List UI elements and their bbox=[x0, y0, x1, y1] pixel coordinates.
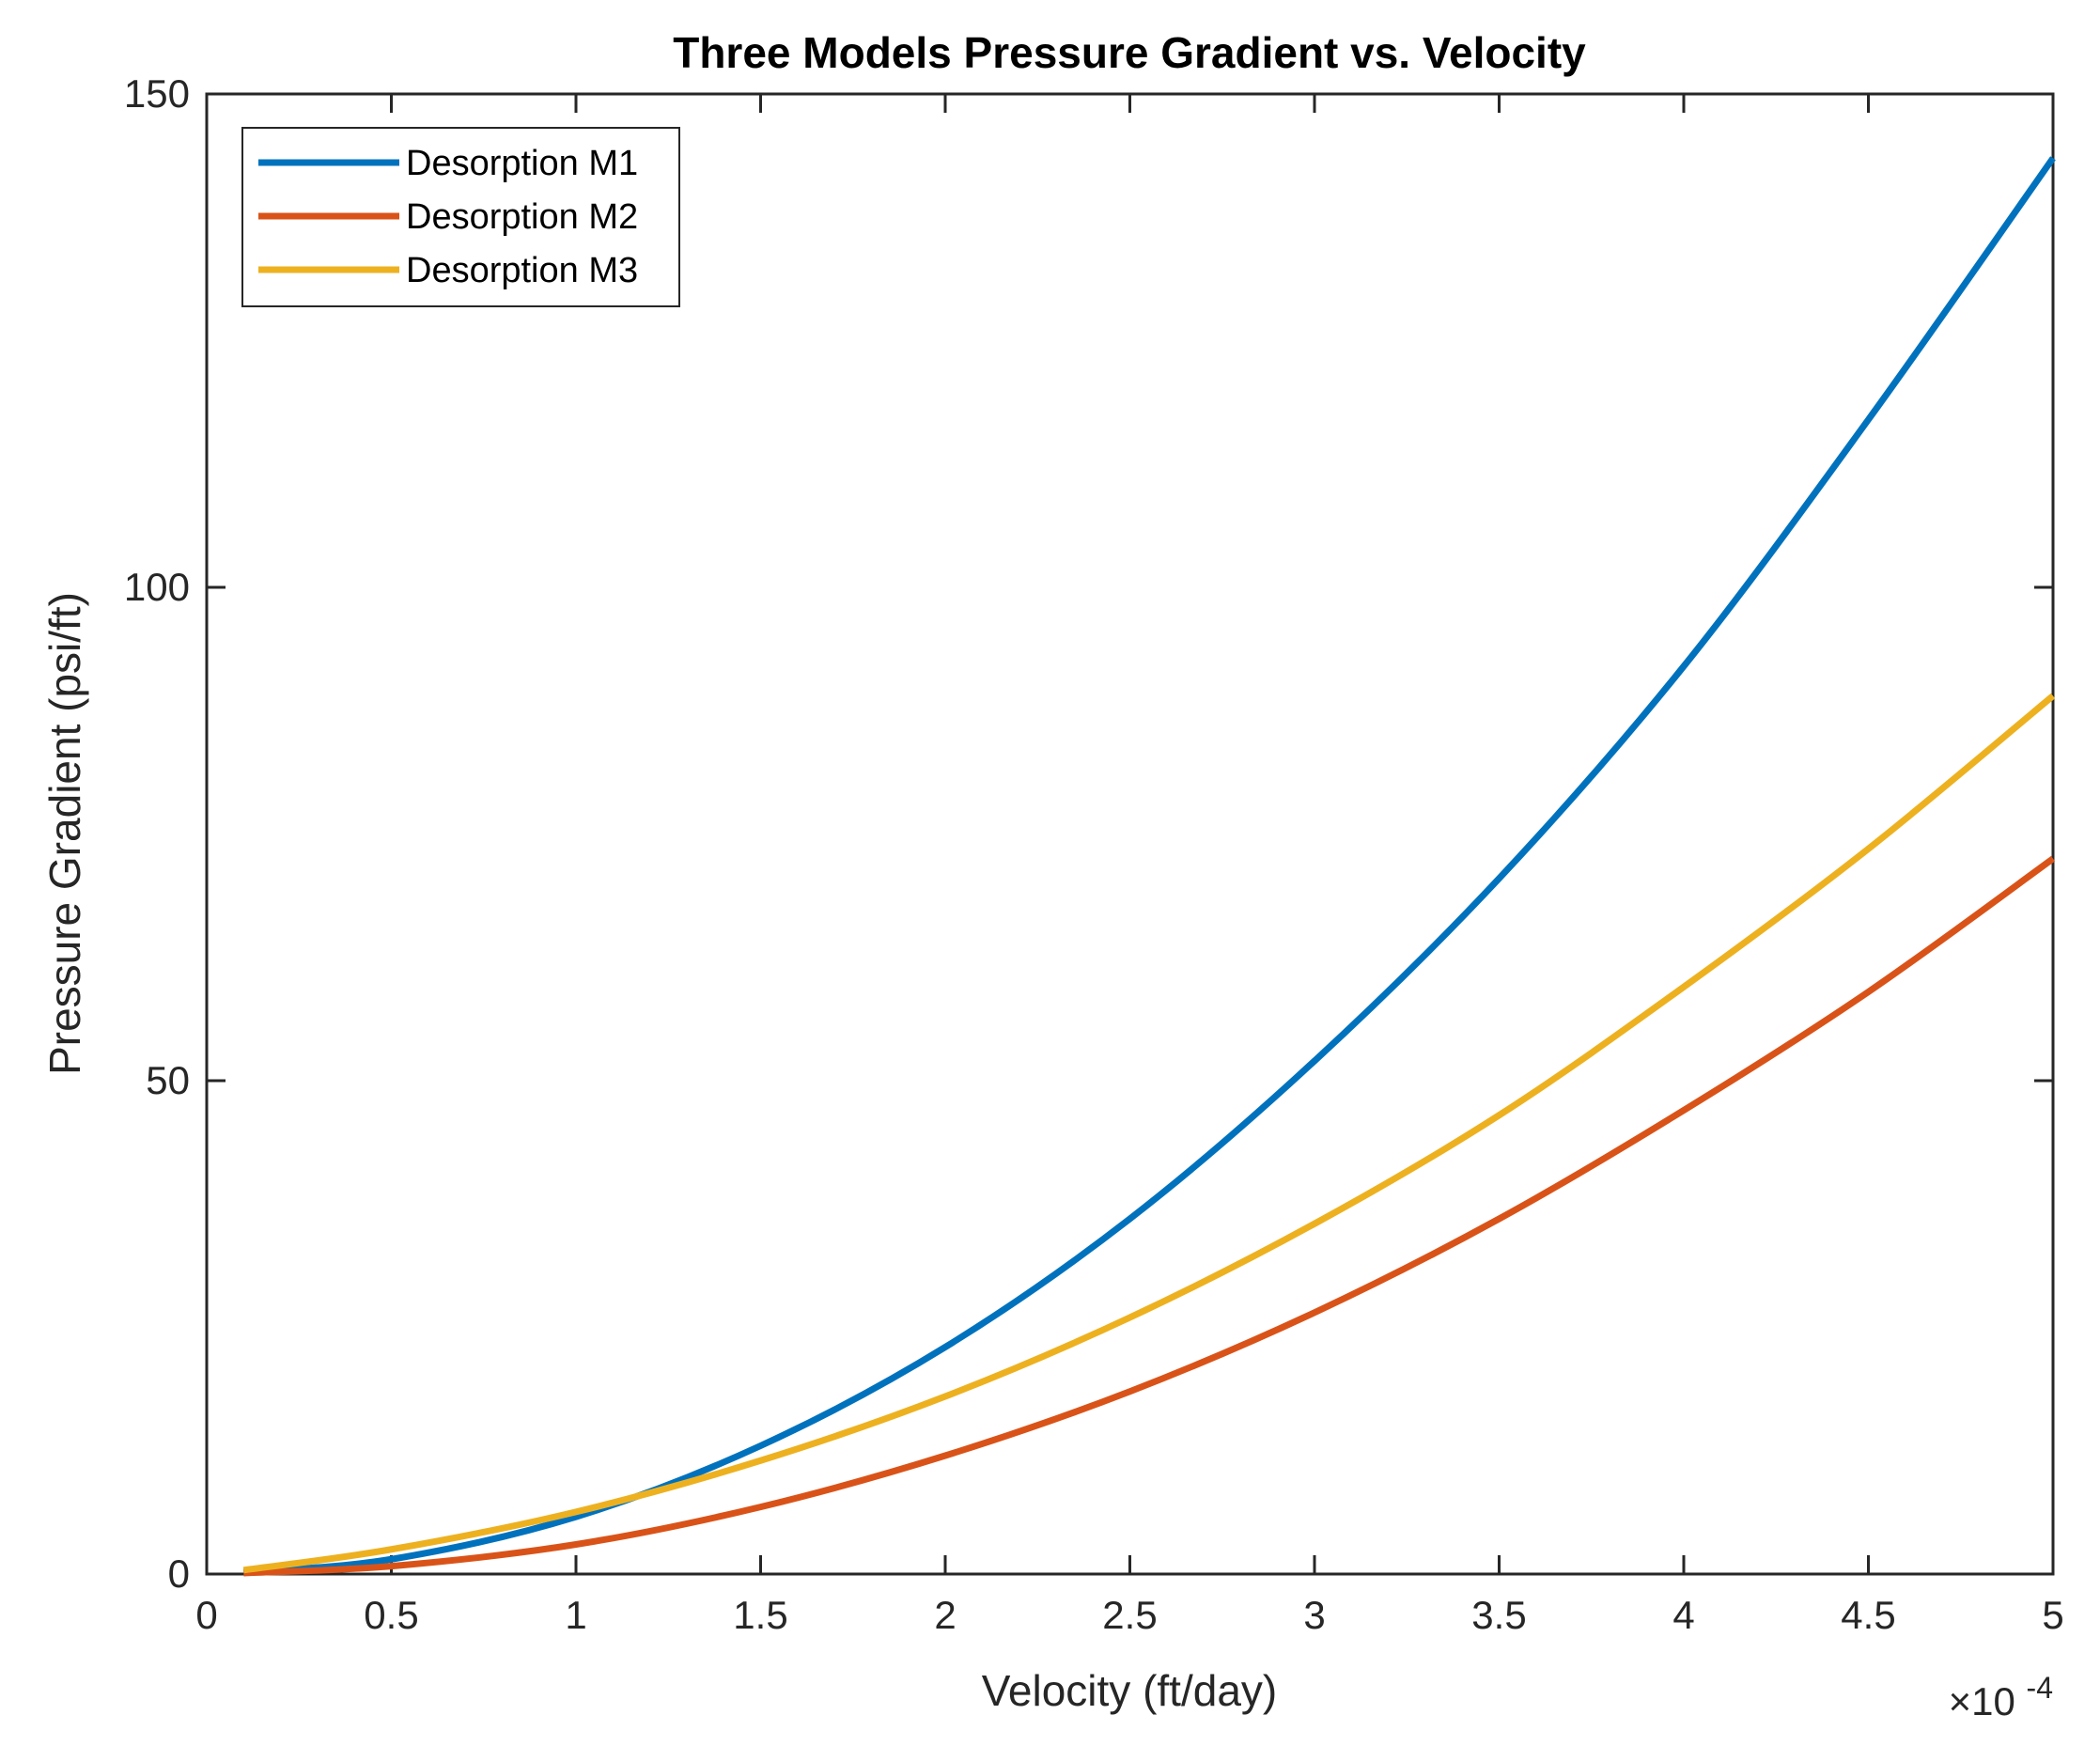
legend-label-desorption-m1: Desorption M1 bbox=[406, 144, 638, 183]
series-line-desorption-m2 bbox=[243, 855, 2056, 1577]
x-axis-exponent: ×10 -4 bbox=[1949, 1671, 2053, 1723]
x-tick-label: 2 bbox=[934, 1593, 956, 1637]
y-tick-label: 100 bbox=[124, 565, 190, 609]
x-axis-exponent-base: ×10 bbox=[1949, 1679, 2015, 1723]
x-tick-label: 3.5 bbox=[1471, 1593, 1526, 1637]
y-axis-label: Pressure Gradient (psi/ft) bbox=[40, 592, 89, 1075]
x-tick-label: 5 bbox=[2042, 1593, 2063, 1637]
y-tick-label: 50 bbox=[146, 1058, 190, 1102]
x-tick-label: 1.5 bbox=[733, 1593, 787, 1637]
x-axis-label: Velocity (ft/day) bbox=[982, 1666, 1277, 1715]
series-layer bbox=[242, 156, 2056, 1577]
series-line-desorption-m3 bbox=[242, 693, 2056, 1574]
plot-area bbox=[205, 92, 2055, 1576]
x-tick-label: 0.5 bbox=[364, 1593, 418, 1637]
legend: Desorption M1 Desorption M2 Desorption M3 bbox=[241, 127, 680, 307]
chart-title: Three Models Pressure Gradient vs. Veloc… bbox=[673, 28, 1586, 77]
x-axis-exponent-power: -4 bbox=[2027, 1671, 2053, 1705]
y-tick-label: 150 bbox=[124, 71, 190, 116]
legend-label-desorption-m2: Desorption M2 bbox=[406, 197, 638, 237]
x-tick-label: 3 bbox=[1303, 1593, 1325, 1637]
x-tick-label: 2.5 bbox=[1102, 1593, 1157, 1637]
x-tick-label: 4.5 bbox=[1841, 1593, 1895, 1637]
x-tick-label: 4 bbox=[1672, 1593, 1694, 1637]
x-tick-label: 0 bbox=[195, 1593, 217, 1637]
series-line-desorption-m1 bbox=[242, 156, 2056, 1576]
legend-label-desorption-m3: Desorption M3 bbox=[406, 251, 638, 290]
x-tick-label: 1 bbox=[565, 1593, 586, 1637]
y-tick-label: 0 bbox=[168, 1551, 190, 1596]
